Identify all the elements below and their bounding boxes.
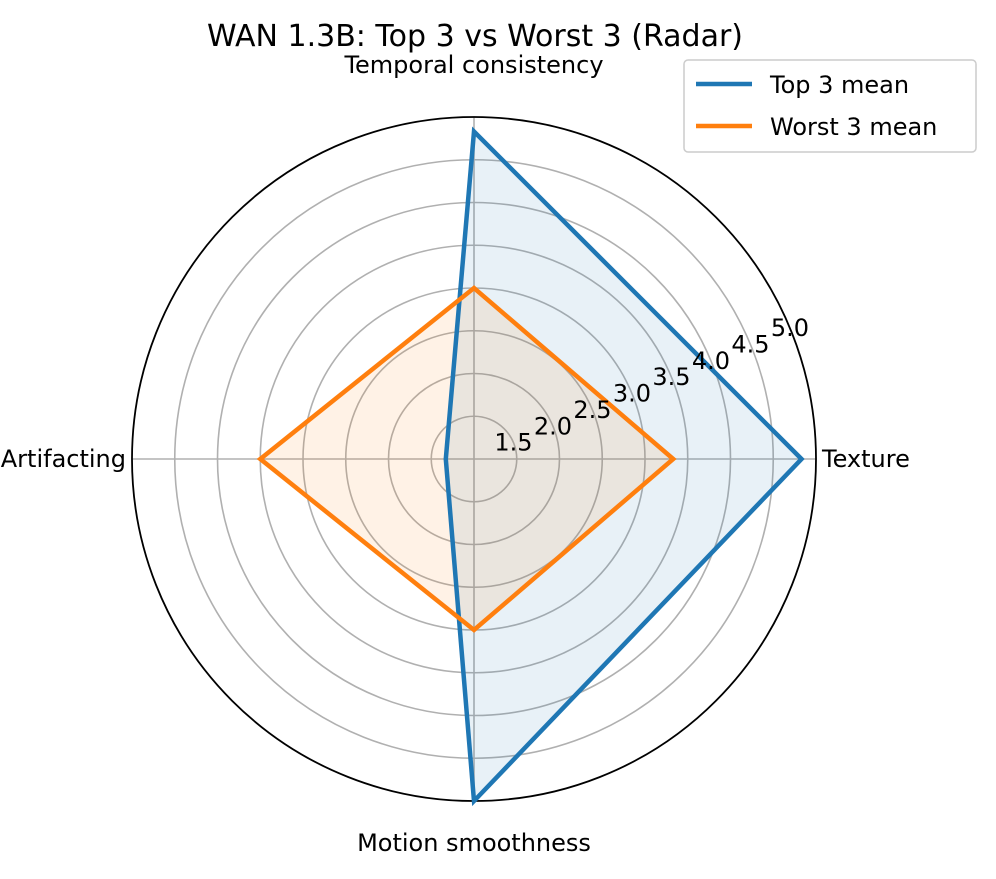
radial-tick-label: 1.5 [494, 429, 532, 457]
radial-tick-label: 4.5 [731, 331, 769, 359]
radial-tick-label: 4.0 [692, 347, 730, 375]
legend-label-worst-3-mean: Worst 3 mean [770, 113, 937, 141]
radial-tick-label: 5.0 [771, 314, 809, 342]
category-labels: Texture Temporal consistency Artifacting Mo… [1, 51, 910, 857]
series-line-worst-3-mean [256, 285, 677, 633]
grid-circle [344, 329, 604, 589]
grid-circle [430, 415, 518, 503]
legend-box [683, 59, 977, 153]
radial-tick-labels: 1.52.02.53.03.54.04.55.0 [494, 314, 809, 457]
grid-circle [387, 372, 561, 546]
radial-tick-label: 3.0 [613, 380, 651, 408]
series-fill-worst-3-mean [260, 288, 674, 630]
grid-circle [173, 158, 775, 760]
chart-title: WAN 1.3B: Top 3 vs Worst 3 (Radar) [207, 19, 743, 54]
radial-tick-label: 3.5 [652, 363, 690, 391]
series-line-top-3-mean [443, 126, 805, 807]
radial-tick-label: 2.0 [534, 412, 572, 440]
grid-circle [216, 201, 732, 717]
category-label-motion-smoothness: Motion smoothness [357, 829, 591, 857]
series-fill-top-3-mean [445, 131, 802, 801]
legend: Top 3 mean Worst 3 mean [683, 59, 977, 153]
radar-grid [131, 116, 817, 802]
category-label-artifacting: Artifacting [1, 445, 126, 473]
legend-label-top-3-mean: Top 3 mean [769, 71, 909, 99]
series-lines [256, 126, 805, 807]
category-label-temporal-consistency: Temporal consistency [343, 51, 603, 79]
category-label-texture: Texture [821, 445, 910, 473]
radial-tick-label: 2.5 [573, 396, 611, 424]
series-fills [260, 131, 802, 801]
